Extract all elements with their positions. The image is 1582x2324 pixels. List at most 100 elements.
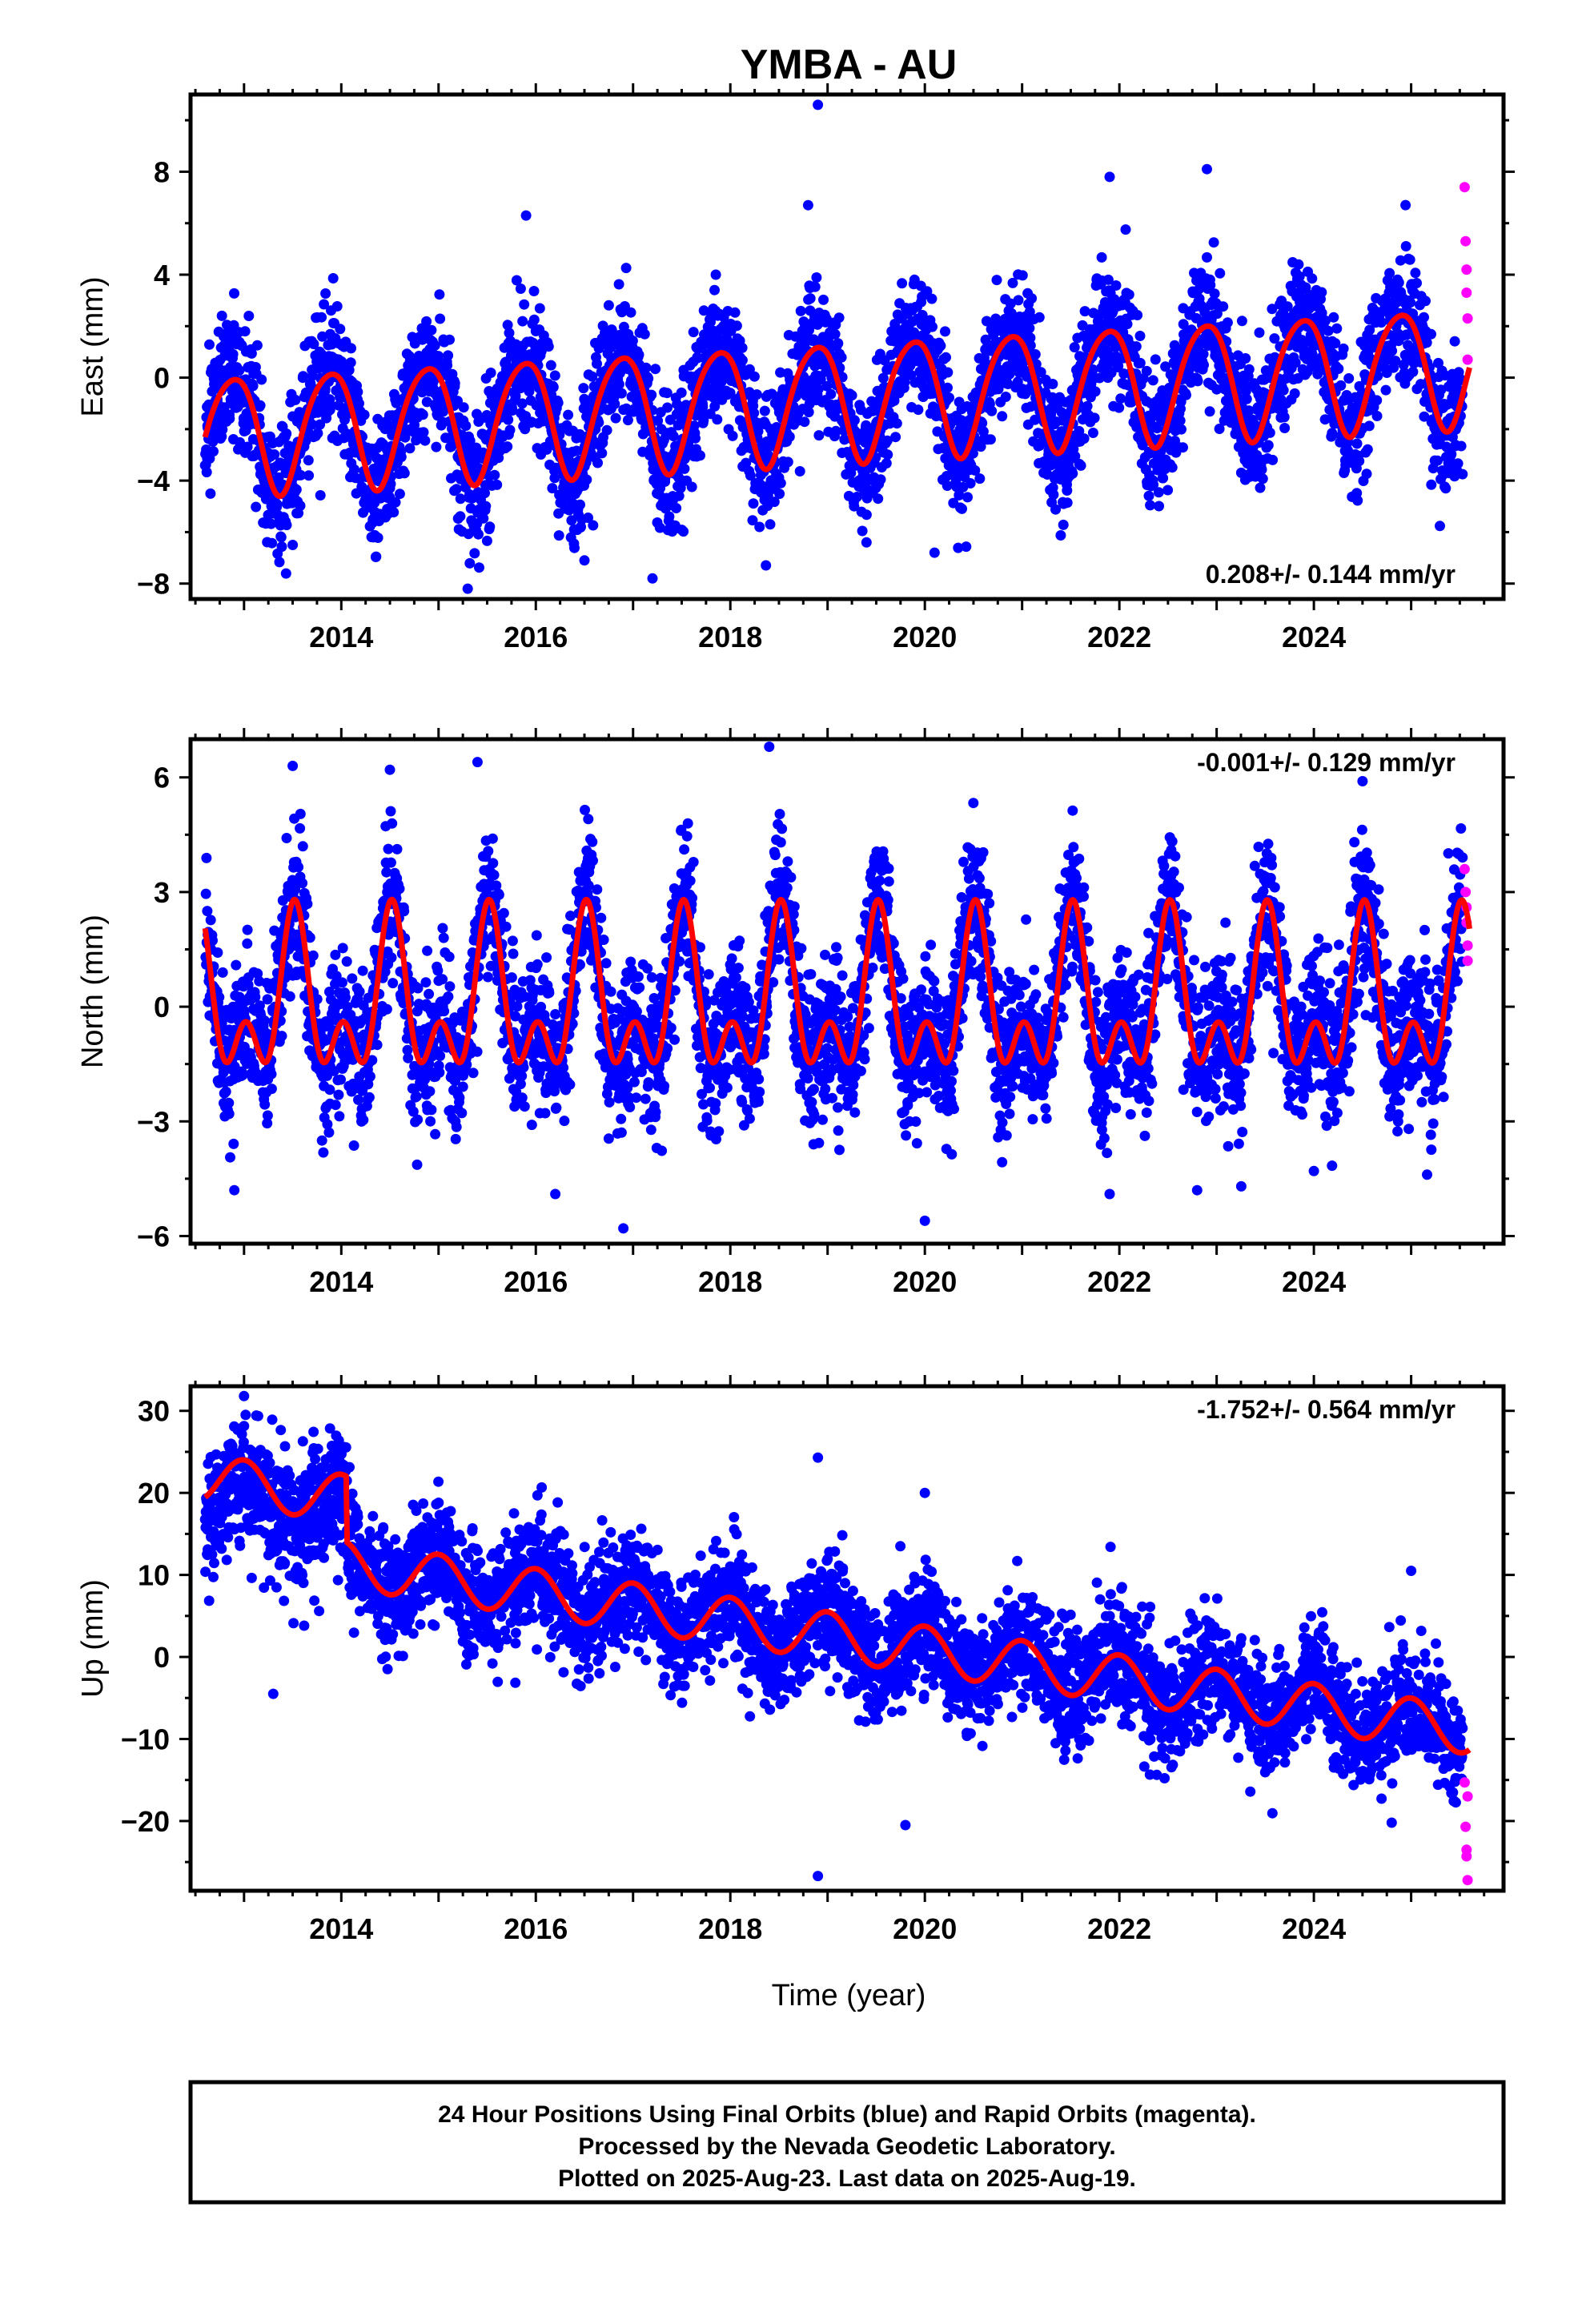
final-point [846, 390, 857, 401]
final-point [541, 444, 552, 455]
final-point [686, 481, 697, 493]
final-point [1243, 405, 1255, 416]
final-point [324, 987, 335, 997]
final-point [935, 340, 946, 352]
final-point [267, 537, 278, 549]
final-point [815, 374, 826, 385]
final-point [690, 432, 701, 444]
final-point [784, 431, 795, 442]
final-point [889, 395, 900, 406]
final-point [712, 414, 723, 425]
final-point [219, 402, 230, 413]
north-final-points [200, 742, 1468, 1234]
final-point [381, 1003, 392, 1015]
final-point [1269, 333, 1280, 344]
final-point [1267, 304, 1278, 315]
final-point [217, 967, 228, 978]
final-point [1204, 406, 1215, 417]
final-point [456, 1108, 468, 1119]
final-point [457, 1081, 468, 1092]
final-point [276, 541, 287, 553]
final-point [284, 991, 295, 1002]
final-point [485, 368, 496, 378]
final-point [411, 1091, 422, 1102]
final-point [337, 943, 348, 954]
final-point [747, 515, 758, 526]
final-point [212, 947, 223, 958]
final-point [223, 1097, 235, 1108]
final-point [519, 299, 530, 310]
final-point [235, 436, 245, 448]
final-point [515, 283, 526, 294]
final-point [385, 478, 396, 489]
final-point [1102, 346, 1113, 357]
final-point [275, 532, 287, 543]
final-point [1400, 199, 1411, 211]
final-point [754, 521, 765, 533]
final-point [259, 1099, 271, 1110]
final-point [818, 294, 829, 305]
final-point [620, 263, 632, 274]
final-point [1215, 267, 1226, 279]
final-point [1390, 356, 1401, 367]
final-point [1079, 306, 1090, 317]
final-point [204, 339, 215, 350]
final-point [581, 474, 592, 485]
final-point [381, 866, 392, 878]
final-point [341, 956, 352, 967]
final-point [1017, 270, 1028, 281]
final-point [231, 959, 242, 971]
x-tick-label: 2016 [504, 621, 568, 653]
rapid-point [1462, 313, 1473, 324]
final-point [1446, 448, 1457, 460]
final-point [1134, 331, 1146, 341]
final-point [849, 415, 860, 426]
final-point [1393, 277, 1404, 288]
final-point [601, 424, 612, 436]
final-point [449, 378, 460, 388]
final-point [303, 455, 314, 466]
final-point [628, 404, 640, 415]
y-tick-label: −4 [137, 464, 170, 497]
final-point [1452, 458, 1464, 469]
final-point [566, 515, 577, 526]
final-point [1435, 521, 1445, 532]
final-point [794, 466, 805, 476]
final-point [325, 400, 336, 411]
final-point [1335, 380, 1347, 391]
final-point [1371, 395, 1383, 406]
final-point [1256, 464, 1267, 475]
final-point [1307, 273, 1318, 284]
final-point [227, 348, 239, 360]
final-point [1209, 288, 1220, 300]
final-point [1208, 237, 1219, 248]
final-point [1419, 411, 1430, 422]
final-point [705, 316, 716, 328]
final-point [836, 352, 847, 363]
y-tick-label: 8 [154, 155, 170, 188]
final-point [433, 351, 444, 362]
final-point [242, 938, 253, 949]
final-point [243, 311, 255, 321]
final-point [250, 991, 261, 1003]
final-point [1096, 251, 1107, 263]
x-tick-label: 2020 [893, 621, 957, 653]
final-point [545, 360, 556, 371]
final-point [302, 899, 313, 910]
final-point [534, 303, 545, 314]
final-point [678, 526, 689, 537]
final-point [251, 340, 263, 351]
final-point [1290, 357, 1301, 368]
final-point [420, 435, 431, 446]
final-point [421, 316, 432, 327]
final-point [520, 210, 532, 221]
final-point [444, 951, 455, 963]
final-point [357, 965, 368, 976]
east-plot-frame [188, 92, 1506, 601]
final-point [422, 945, 433, 956]
final-point [262, 1118, 273, 1129]
final-point [861, 537, 872, 548]
final-point [897, 278, 908, 289]
final-point [444, 981, 456, 992]
final-point [1137, 440, 1148, 451]
